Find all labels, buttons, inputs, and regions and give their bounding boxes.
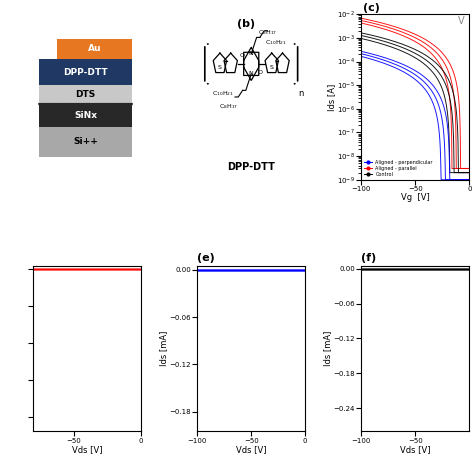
Y-axis label: Ids [mA]: Ids [mA]: [159, 331, 168, 366]
Polygon shape: [117, 104, 122, 108]
Text: C$_{10}$H$_{21}$: C$_{10}$H$_{21}$: [212, 89, 235, 98]
Text: (e): (e): [197, 253, 215, 263]
Polygon shape: [54, 104, 59, 108]
Text: DPP-DTT: DPP-DTT: [63, 68, 108, 77]
Text: C$_8$H$_{17}$: C$_8$H$_{17}$: [219, 102, 238, 111]
Bar: [38, 85, 133, 104]
Text: V: V: [458, 16, 465, 26]
Text: C$_8$H$_{17}$: C$_8$H$_{17}$: [258, 28, 277, 37]
Polygon shape: [85, 104, 91, 108]
Legend: Aligned - perpendicular, Aligned - parallel, Control: Aligned - perpendicular, Aligned - paral…: [364, 159, 433, 177]
Text: (c): (c): [364, 2, 380, 13]
Polygon shape: [106, 104, 111, 108]
Polygon shape: [75, 104, 80, 108]
Text: S: S: [270, 64, 273, 70]
X-axis label: Vds [V]: Vds [V]: [236, 445, 266, 454]
Text: Si++: Si++: [73, 137, 98, 146]
Y-axis label: Ids [A]: Ids [A]: [327, 83, 336, 110]
Text: DPP-DTT: DPP-DTT: [227, 162, 275, 172]
Polygon shape: [80, 104, 85, 108]
Polygon shape: [96, 104, 101, 108]
Polygon shape: [111, 104, 117, 108]
Text: SiNx: SiNx: [74, 111, 97, 120]
Text: O: O: [257, 70, 262, 74]
Text: (f): (f): [361, 253, 376, 263]
Polygon shape: [44, 104, 49, 108]
Polygon shape: [70, 104, 75, 108]
Text: Au: Au: [88, 45, 101, 54]
Text: S: S: [218, 64, 222, 70]
Text: N: N: [249, 52, 254, 56]
Text: (b): (b): [237, 19, 255, 29]
Text: N: N: [249, 71, 254, 76]
Bar: [38, 59, 133, 85]
Bar: [57, 39, 133, 59]
Text: DTS: DTS: [75, 90, 96, 99]
Polygon shape: [49, 104, 54, 108]
Polygon shape: [59, 104, 64, 108]
X-axis label: Vds [V]: Vds [V]: [400, 445, 430, 454]
Text: n: n: [299, 89, 304, 98]
Y-axis label: Ids [mA]: Ids [mA]: [323, 331, 332, 366]
Polygon shape: [127, 104, 133, 108]
Bar: [38, 127, 133, 156]
Polygon shape: [122, 104, 127, 108]
Text: C$_{10}$H$_{21}$: C$_{10}$H$_{21}$: [265, 38, 287, 47]
Bar: [38, 104, 133, 127]
Polygon shape: [38, 104, 44, 108]
X-axis label: Vg  [V]: Vg [V]: [401, 193, 429, 202]
Polygon shape: [101, 104, 106, 108]
Polygon shape: [91, 104, 96, 108]
Polygon shape: [64, 104, 70, 108]
X-axis label: Vds [V]: Vds [V]: [72, 445, 102, 454]
Text: O: O: [240, 53, 245, 58]
